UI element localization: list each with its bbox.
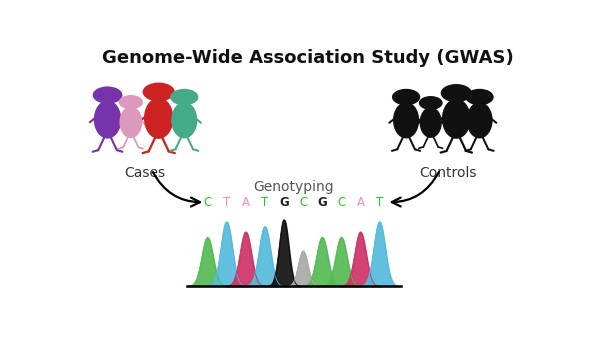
Ellipse shape bbox=[120, 107, 142, 137]
Circle shape bbox=[466, 89, 494, 105]
Text: G: G bbox=[317, 196, 327, 209]
Text: T: T bbox=[261, 196, 269, 209]
Text: A: A bbox=[356, 196, 364, 209]
Circle shape bbox=[440, 84, 472, 102]
Text: Controls: Controls bbox=[419, 165, 477, 180]
Text: Genotyping: Genotyping bbox=[253, 180, 334, 194]
Ellipse shape bbox=[95, 101, 121, 138]
Text: C: C bbox=[337, 196, 346, 209]
Ellipse shape bbox=[172, 103, 197, 138]
Circle shape bbox=[92, 87, 122, 104]
FancyArrowPatch shape bbox=[392, 172, 439, 207]
Text: Cases: Cases bbox=[124, 165, 166, 180]
Ellipse shape bbox=[145, 99, 173, 138]
FancyArrowPatch shape bbox=[153, 172, 200, 207]
Text: T: T bbox=[376, 196, 383, 209]
Ellipse shape bbox=[421, 108, 441, 137]
Circle shape bbox=[419, 96, 443, 110]
Text: C: C bbox=[299, 196, 307, 209]
Circle shape bbox=[170, 89, 199, 105]
Circle shape bbox=[119, 95, 143, 109]
Text: A: A bbox=[242, 196, 250, 209]
Circle shape bbox=[392, 89, 420, 105]
Ellipse shape bbox=[467, 103, 492, 138]
Text: T: T bbox=[223, 196, 230, 209]
Ellipse shape bbox=[443, 99, 470, 138]
Circle shape bbox=[143, 83, 175, 101]
Text: G: G bbox=[279, 196, 289, 209]
Text: Genome-Wide Association Study (GWAS): Genome-Wide Association Study (GWAS) bbox=[101, 49, 514, 67]
Text: C: C bbox=[203, 196, 212, 209]
Ellipse shape bbox=[394, 103, 418, 138]
